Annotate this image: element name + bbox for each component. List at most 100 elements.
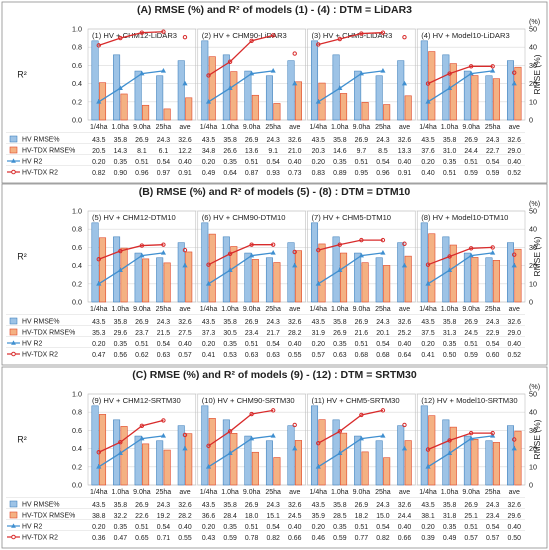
panel-frame	[87, 393, 197, 486]
point-hv-r2	[160, 250, 167, 255]
point-hv-r2	[401, 262, 408, 268]
bar-tdx-rmse	[492, 260, 500, 303]
legend-swatch-hv-rmse	[9, 317, 18, 325]
table-cell: 0.73	[288, 170, 302, 177]
bar-tdx-rmse	[294, 81, 302, 121]
table-cell: 26.9	[355, 319, 369, 326]
point-tdx-r2	[139, 423, 145, 429]
table-cell: 0.63	[333, 352, 347, 359]
table-cell: 24.3	[376, 137, 390, 144]
point-hv-r2	[139, 70, 145, 76]
x-tick-label: 25ha	[265, 306, 281, 313]
point-tdx-r2	[402, 34, 407, 40]
table-cell: 19.2	[157, 513, 171, 520]
table-cell: 0.51	[135, 524, 149, 531]
x-tick-label: 25ha	[485, 489, 501, 496]
point-hv-r2	[511, 445, 517, 451]
table-cell: 0.96	[135, 170, 149, 177]
table-cell: 0.20	[202, 159, 216, 166]
bar-hv-rmse	[420, 222, 428, 303]
table-cell: 0.90	[114, 170, 128, 177]
bar-hv-rmse	[265, 440, 273, 486]
table-cell: 35.8	[223, 502, 237, 509]
bar-hv-rmse	[397, 60, 405, 121]
table-cell: 0.68	[376, 352, 390, 359]
bar-hv-rmse	[354, 70, 362, 121]
bar-hv-rmse	[332, 419, 340, 486]
table-cell: 23.7	[135, 330, 149, 337]
x-tick-label: ave	[399, 489, 410, 496]
bar-hv-rmse	[156, 440, 164, 486]
point-hv-r2	[425, 464, 431, 469]
y-right-tick-label: 40	[529, 408, 537, 417]
panel-title: (4) HV + Model10-LiDAR3	[421, 31, 509, 40]
bar-tdx-rmse	[185, 251, 193, 303]
bar-tdx-rmse	[404, 440, 412, 486]
table-cell: 0.20	[421, 341, 435, 348]
legend-label: HV R2	[22, 341, 42, 348]
table-cell: 0.51	[135, 159, 149, 166]
table-cell: 0.52	[508, 352, 522, 359]
bar-hv-rmse	[442, 54, 450, 121]
point-tdx-r2	[380, 408, 386, 413]
x-tick-label: ave	[179, 489, 190, 496]
bar-tdx-rmse	[273, 457, 281, 486]
line-tdx-r2	[208, 34, 274, 76]
table-cell: 0.95	[355, 170, 369, 177]
chart-section-c: (C) RMSE (%) and R² of models (9) - (12)…	[1, 366, 548, 549]
x-tick-label: 1.0ha	[441, 124, 459, 131]
table-cell: 0.40	[508, 159, 522, 166]
bar-tdx-rmse	[361, 262, 369, 303]
table-cell: 43.5	[202, 319, 216, 326]
table-cell: 26.9	[464, 137, 478, 144]
table-cell: 28.5	[333, 513, 347, 520]
x-tick-label: 1.0ha	[221, 124, 239, 131]
table-cell: 0.20	[421, 159, 435, 166]
bar-hv-rmse	[91, 405, 99, 486]
bar-tdx-rmse	[273, 262, 281, 303]
bar-hv-rmse	[420, 40, 428, 121]
bar-hv-rmse	[91, 40, 99, 121]
panel-1: (5) HV + CHM12-DTM10 1/4ha 1.0ha 9.0ha 25ha a…	[87, 210, 197, 359]
table-cell: 37.3	[202, 330, 216, 337]
point-hv-r2	[401, 445, 408, 451]
table-cell: 0.60	[486, 352, 500, 359]
point-hv-r2	[205, 281, 212, 286]
table-cell: 0.54	[157, 524, 171, 531]
table-cell: 6.1	[159, 148, 169, 155]
y-left-tick-label: 0.6	[72, 61, 82, 70]
x-tick-label: 1/4ha	[90, 306, 108, 313]
table-cell: 29.6	[114, 330, 128, 337]
bar-hv-rmse	[134, 70, 142, 121]
bar-tdx-rmse	[361, 451, 369, 486]
table-cell: 0.35	[223, 159, 237, 166]
point-tdx-r2	[206, 262, 211, 267]
panel-2: (2) HV + CHM90-LiDAR3 1/4ha 1.0ha 9.0ha 25ha…	[197, 28, 306, 177]
x-tick-label: 9.0ha	[462, 124, 480, 131]
x-tick-label: 25ha	[375, 124, 391, 131]
point-tdx-r2	[182, 432, 188, 438]
table-cell: 32.6	[508, 137, 522, 144]
table-cell: 0.40	[288, 159, 302, 166]
bar-hv-rmse	[420, 405, 428, 486]
panel-title: (11) HV + CHM5-SRTM30	[312, 396, 400, 405]
table-cell: 0.35	[114, 341, 128, 348]
table-cell: 0.51	[464, 341, 478, 348]
bar-hv-rmse	[222, 236, 230, 303]
table-cell: 43.5	[202, 137, 216, 144]
table-cell: 0.97	[157, 170, 171, 177]
table-cell: 0.66	[288, 535, 302, 542]
x-tick-label: 1/4ha	[200, 306, 218, 313]
bar-tdx-rmse	[185, 97, 193, 121]
panel-1: (1) HV + CHM12-LiDAR3 1/4ha 1.0ha 9.0ha 25ha…	[87, 28, 197, 177]
line-tdx-r2	[98, 31, 164, 46]
table-cell: 24.4	[398, 513, 412, 520]
y-right-tick-label: 50	[529, 25, 537, 34]
bar-hv-rmse	[442, 419, 450, 486]
point-tdx-r2	[249, 38, 254, 44]
point-hv-r2	[337, 450, 343, 455]
table-cell: 0.40	[178, 524, 192, 531]
panel-frame	[307, 210, 416, 303]
table-cell: 24.3	[266, 137, 280, 144]
